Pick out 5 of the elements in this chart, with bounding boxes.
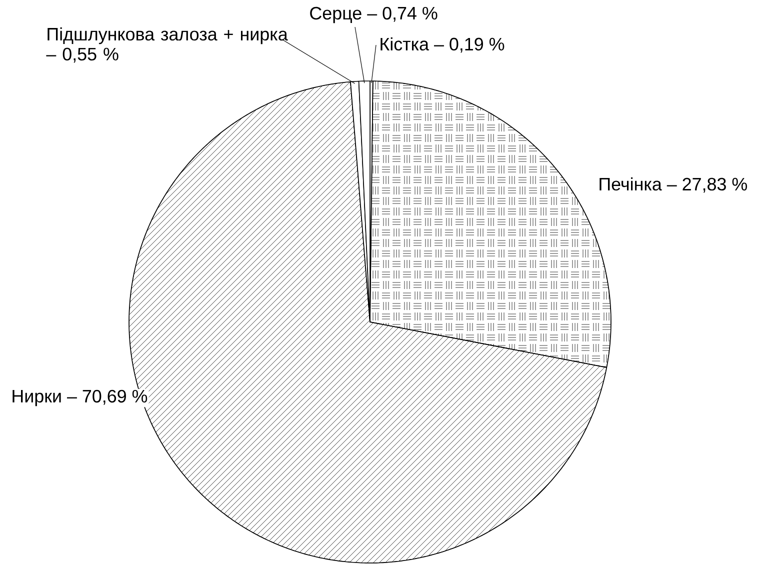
legend-label: Печінка – 27,83 % — [600, 177, 748, 193]
slice-label: Кістка – 0,19 % — [380, 37, 504, 53]
slice-label: Серце – 0,74 % — [310, 6, 438, 24]
slice-label: Підшлункова залоза + нирка – 0,55 % — [46, 27, 288, 63]
slice-label: Нирки – 70,69 % — [12, 390, 148, 406]
